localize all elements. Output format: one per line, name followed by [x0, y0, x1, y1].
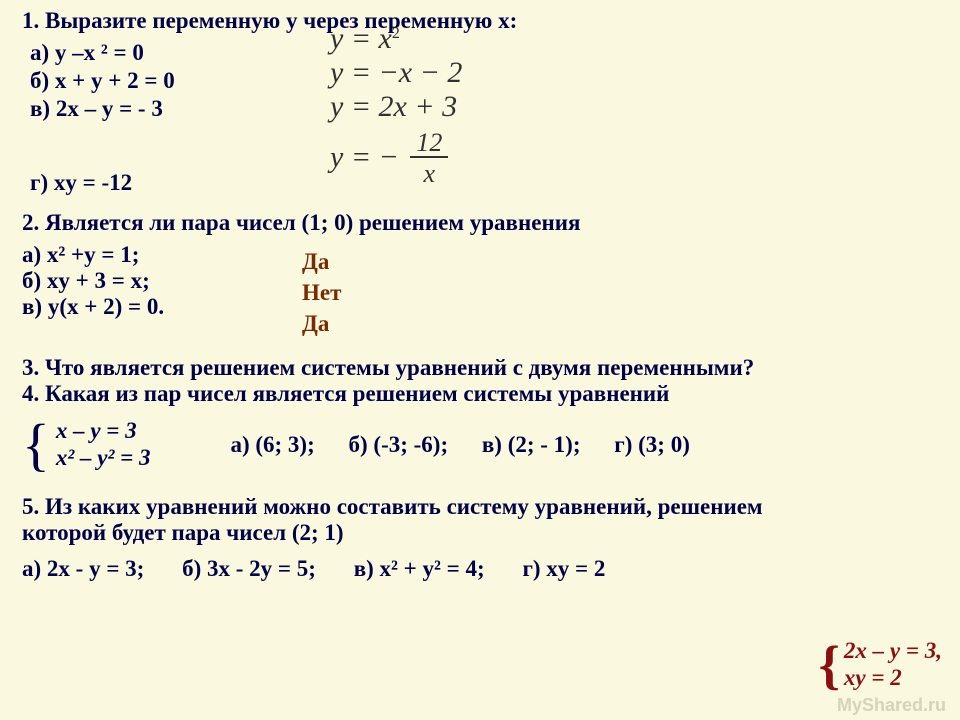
- q5-v: в) x² + y² = 4;: [354, 556, 485, 581]
- q2-ans-b: Нет: [302, 277, 341, 308]
- q2-title: 2. Является ли пара чисел (1; 0) решение…: [22, 210, 940, 236]
- q5-answer: { 2x – y = 3, xy = 2: [819, 637, 942, 692]
- q4-sys-1: x – y = 3: [56, 418, 151, 444]
- q5-ans-2: xy = 2: [844, 665, 942, 691]
- q2-v: в) y(x + 2) = 0.: [22, 294, 292, 320]
- q5-ans-1: 2x – y = 3,: [844, 638, 942, 664]
- q4-title: 4. Какая из пар чисел является решением …: [22, 381, 940, 407]
- q5-title: 5. Из каких уравнений можно составить си…: [22, 494, 940, 546]
- formula-4-num: 12: [410, 130, 448, 158]
- q1-b: б) x + y + 2 = 0: [30, 68, 940, 94]
- q5-g: г) xy = 2: [522, 556, 605, 581]
- q2-ans-a: Да: [302, 246, 341, 277]
- q2-ans-c: Да: [302, 308, 341, 339]
- q5-b: б) 3x - 2y = 5;: [182, 556, 316, 581]
- q1-title: 1. Выразите переменную y через переменну…: [22, 8, 940, 34]
- q4-choices: а) (6; 3); б) (-3; -6); в) (2; - 1); г) …: [230, 432, 717, 458]
- formula-4-lhs: y = −: [330, 140, 399, 173]
- brace-icon: {: [819, 642, 840, 688]
- brace-icon: {: [22, 420, 50, 470]
- q1-v: в) 2x – y = - 3: [30, 96, 940, 122]
- q5-choices: а) 2x - y = 3; б) 3x - 2y = 5; в) x² + y…: [22, 556, 940, 582]
- formula-4: y = − 12 x: [330, 130, 462, 189]
- formulas: y = x2 y = −x − 2 y = 2x + 3 y = − 12 x: [330, 20, 462, 193]
- q2-b: б) xy + 3 = x;: [22, 268, 292, 294]
- formula-3: y = 2x + 3: [330, 92, 462, 122]
- q4-a: а) (6; 3);: [230, 432, 314, 457]
- q1-g: г) xy = -12: [30, 170, 940, 196]
- formula-1-exp: 2: [392, 25, 400, 42]
- q2-answers: Да Нет Да: [302, 242, 341, 339]
- q4-b: б) (-3; -6);: [349, 432, 449, 457]
- formula-1: y = x2: [330, 24, 462, 54]
- q4-system: x – y = 3 x² – y² = 3: [56, 417, 151, 472]
- watermark: MyShared.ru: [837, 695, 946, 716]
- q4-v: в) (2; - 1);: [482, 432, 581, 457]
- q4-g: г) (3; 0): [614, 432, 690, 457]
- q3-title: 3. Что является решением системы уравнен…: [22, 355, 940, 381]
- formula-4-den: x: [410, 158, 448, 189]
- formula-1-lhs: y = x: [330, 22, 392, 55]
- q4-sys-2: x² – y² = 3: [56, 445, 151, 471]
- q2-a: а) x² +y = 1;: [22, 242, 292, 268]
- q1-a: а) y –x ² = 0: [30, 40, 940, 66]
- formula-2: y = −x − 2: [330, 58, 462, 88]
- q5-a: а) 2x - y = 3;: [22, 556, 144, 581]
